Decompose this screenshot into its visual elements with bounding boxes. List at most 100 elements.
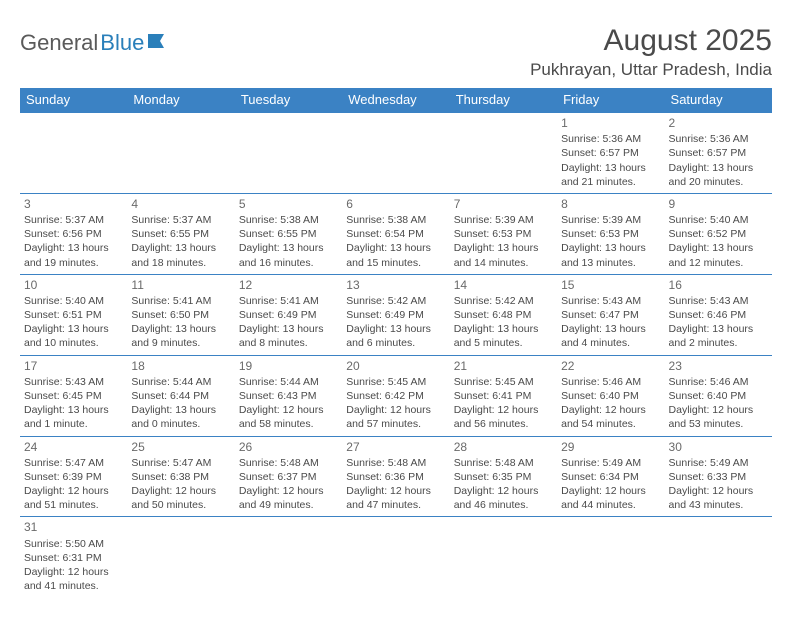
sunrise-text: Sunrise: 5:40 AM <box>24 294 123 308</box>
day-cell: 19Sunrise: 5:44 AMSunset: 6:43 PMDayligh… <box>235 355 342 436</box>
day-cell: 27Sunrise: 5:48 AMSunset: 6:36 PMDayligh… <box>342 436 449 517</box>
day-number: 1 <box>561 115 660 131</box>
sunset-text: Sunset: 6:51 PM <box>24 308 123 322</box>
day-number: 10 <box>24 277 123 293</box>
day-number: 31 <box>24 519 123 535</box>
day-number: 25 <box>131 439 230 455</box>
sunset-text: Sunset: 6:48 PM <box>454 308 553 322</box>
day-cell: 30Sunrise: 5:49 AMSunset: 6:33 PMDayligh… <box>665 436 772 517</box>
day-cell: 8Sunrise: 5:39 AMSunset: 6:53 PMDaylight… <box>557 193 664 274</box>
day-cell: 25Sunrise: 5:47 AMSunset: 6:38 PMDayligh… <box>127 436 234 517</box>
day-cell <box>342 516 449 597</box>
sunset-text: Sunset: 6:53 PM <box>454 227 553 241</box>
sunrise-text: Sunrise: 5:45 AM <box>454 375 553 389</box>
sunset-text: Sunset: 6:53 PM <box>561 227 660 241</box>
day-cell <box>235 516 342 597</box>
day-cell <box>127 516 234 597</box>
sunrise-text: Sunrise: 5:42 AM <box>346 294 445 308</box>
sunset-text: Sunset: 6:49 PM <box>346 308 445 322</box>
sunset-text: Sunset: 6:55 PM <box>239 227 338 241</box>
sunset-text: Sunset: 6:31 PM <box>24 551 123 565</box>
day-number: 15 <box>561 277 660 293</box>
daylight-text: Daylight: 13 hours and 8 minutes. <box>239 322 338 350</box>
day-cell: 23Sunrise: 5:46 AMSunset: 6:40 PMDayligh… <box>665 355 772 436</box>
sunrise-text: Sunrise: 5:44 AM <box>239 375 338 389</box>
daylight-text: Daylight: 13 hours and 19 minutes. <box>24 241 123 269</box>
day-number: 30 <box>669 439 768 455</box>
sunset-text: Sunset: 6:37 PM <box>239 470 338 484</box>
sunrise-text: Sunrise: 5:50 AM <box>24 537 123 551</box>
day-cell: 9Sunrise: 5:40 AMSunset: 6:52 PMDaylight… <box>665 193 772 274</box>
day-cell: 29Sunrise: 5:49 AMSunset: 6:34 PMDayligh… <box>557 436 664 517</box>
day-cell: 31Sunrise: 5:50 AMSunset: 6:31 PMDayligh… <box>20 516 127 597</box>
week-row: 31Sunrise: 5:50 AMSunset: 6:31 PMDayligh… <box>20 516 772 597</box>
daylight-text: Daylight: 13 hours and 10 minutes. <box>24 322 123 350</box>
day-cell <box>127 112 234 193</box>
sunrise-text: Sunrise: 5:37 AM <box>131 213 230 227</box>
week-row: 17Sunrise: 5:43 AMSunset: 6:45 PMDayligh… <box>20 355 772 436</box>
day-cell <box>235 112 342 193</box>
daylight-text: Daylight: 12 hours and 43 minutes. <box>669 484 768 512</box>
day-number: 23 <box>669 358 768 374</box>
day-number: 6 <box>346 196 445 212</box>
week-row: 3Sunrise: 5:37 AMSunset: 6:56 PMDaylight… <box>20 193 772 274</box>
sunrise-text: Sunrise: 5:38 AM <box>346 213 445 227</box>
daylight-text: Daylight: 13 hours and 9 minutes. <box>131 322 230 350</box>
daylight-text: Daylight: 13 hours and 16 minutes. <box>239 241 338 269</box>
sunrise-text: Sunrise: 5:37 AM <box>24 213 123 227</box>
daylight-text: Daylight: 13 hours and 2 minutes. <box>669 322 768 350</box>
daylight-text: Daylight: 12 hours and 44 minutes. <box>561 484 660 512</box>
day-number: 24 <box>24 439 123 455</box>
daylight-text: Daylight: 12 hours and 49 minutes. <box>239 484 338 512</box>
header: General Blue August 2025 Pukhrayan, Utta… <box>20 24 772 80</box>
sunset-text: Sunset: 6:34 PM <box>561 470 660 484</box>
sunset-text: Sunset: 6:44 PM <box>131 389 230 403</box>
sunrise-text: Sunrise: 5:39 AM <box>454 213 553 227</box>
day-number: 3 <box>24 196 123 212</box>
logo-text-blue: Blue <box>100 30 144 56</box>
day-cell: 6Sunrise: 5:38 AMSunset: 6:54 PMDaylight… <box>342 193 449 274</box>
day-cell: 12Sunrise: 5:41 AMSunset: 6:49 PMDayligh… <box>235 274 342 355</box>
daylight-text: Daylight: 12 hours and 54 minutes. <box>561 403 660 431</box>
daylight-text: Daylight: 13 hours and 13 minutes. <box>561 241 660 269</box>
week-row: 1Sunrise: 5:36 AMSunset: 6:57 PMDaylight… <box>20 112 772 193</box>
daylight-text: Daylight: 13 hours and 5 minutes. <box>454 322 553 350</box>
month-title: August 2025 <box>530 24 772 58</box>
daylight-text: Daylight: 12 hours and 58 minutes. <box>239 403 338 431</box>
day-number: 27 <box>346 439 445 455</box>
sunset-text: Sunset: 6:47 PM <box>561 308 660 322</box>
sunrise-text: Sunrise: 5:43 AM <box>669 294 768 308</box>
sunset-text: Sunset: 6:40 PM <box>561 389 660 403</box>
day-number: 29 <box>561 439 660 455</box>
weekday-header-row: SundayMondayTuesdayWednesdayThursdayFrid… <box>20 88 772 112</box>
day-number: 11 <box>131 277 230 293</box>
daylight-text: Daylight: 13 hours and 15 minutes. <box>346 241 445 269</box>
weekday-header: Wednesday <box>342 88 449 112</box>
weekday-header: Sunday <box>20 88 127 112</box>
sunset-text: Sunset: 6:35 PM <box>454 470 553 484</box>
day-number: 4 <box>131 196 230 212</box>
day-cell <box>342 112 449 193</box>
daylight-text: Daylight: 12 hours and 57 minutes. <box>346 403 445 431</box>
day-number: 14 <box>454 277 553 293</box>
daylight-text: Daylight: 12 hours and 56 minutes. <box>454 403 553 431</box>
sunset-text: Sunset: 6:57 PM <box>561 146 660 160</box>
sunrise-text: Sunrise: 5:47 AM <box>131 456 230 470</box>
daylight-text: Daylight: 13 hours and 20 minutes. <box>669 161 768 189</box>
day-cell: 24Sunrise: 5:47 AMSunset: 6:39 PMDayligh… <box>20 436 127 517</box>
sunrise-text: Sunrise: 5:41 AM <box>239 294 338 308</box>
day-cell: 3Sunrise: 5:37 AMSunset: 6:56 PMDaylight… <box>20 193 127 274</box>
day-number: 12 <box>239 277 338 293</box>
day-number: 28 <box>454 439 553 455</box>
daylight-text: Daylight: 13 hours and 6 minutes. <box>346 322 445 350</box>
sunset-text: Sunset: 6:43 PM <box>239 389 338 403</box>
day-cell: 4Sunrise: 5:37 AMSunset: 6:55 PMDaylight… <box>127 193 234 274</box>
day-cell <box>557 516 664 597</box>
sunset-text: Sunset: 6:52 PM <box>669 227 768 241</box>
day-number: 5 <box>239 196 338 212</box>
sunset-text: Sunset: 6:54 PM <box>346 227 445 241</box>
daylight-text: Daylight: 12 hours and 46 minutes. <box>454 484 553 512</box>
day-cell <box>450 112 557 193</box>
daylight-text: Daylight: 13 hours and 12 minutes. <box>669 241 768 269</box>
sunrise-text: Sunrise: 5:48 AM <box>239 456 338 470</box>
